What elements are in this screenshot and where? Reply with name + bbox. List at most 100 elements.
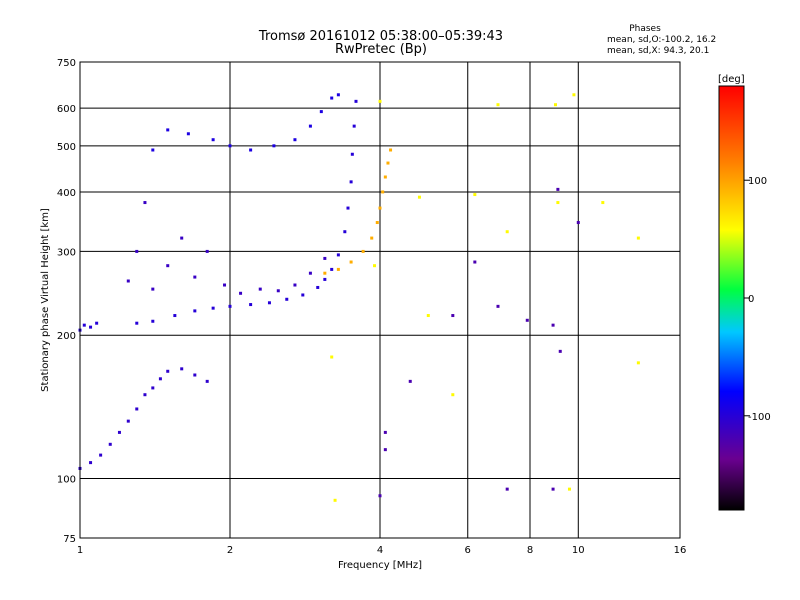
y-tick-label: 75: [63, 534, 76, 545]
colorbar-ticks: 100 0 -100: [744, 176, 771, 423]
data-point: [223, 283, 227, 287]
data-point: [556, 187, 560, 191]
data-point: [389, 148, 393, 152]
colorbar-tick-label: 100: [748, 176, 767, 187]
data-point: [249, 303, 253, 307]
y-tick-label: 200: [57, 331, 76, 342]
y-tick-label: 600: [57, 104, 76, 115]
data-point: [205, 379, 209, 383]
data-point: [350, 152, 354, 156]
x-tick-label: 4: [377, 545, 383, 556]
data-point: [228, 304, 232, 308]
data-point: [336, 93, 340, 97]
data-point: [293, 138, 297, 142]
data-point: [205, 249, 209, 253]
data-point: [505, 230, 509, 234]
data-point: [151, 148, 155, 152]
colorbar-tick-label: -100: [748, 412, 771, 423]
data-point: [525, 318, 529, 322]
data-point: [558, 349, 562, 353]
data-point: [249, 148, 253, 152]
grid-lines: [80, 62, 680, 538]
data-point: [158, 377, 162, 381]
data-point: [82, 323, 86, 327]
data-point: [180, 236, 184, 240]
data-point: [301, 293, 305, 297]
data-point: [375, 221, 379, 225]
data-point: [166, 128, 170, 132]
data-point: [373, 264, 377, 268]
data-point: [336, 267, 340, 271]
data-point: [378, 99, 382, 103]
data-point: [330, 267, 334, 271]
data-point: [361, 249, 365, 253]
y-tick-label: 300: [57, 247, 76, 258]
chart-subtitle: RwPretec (Bp): [335, 42, 427, 57]
y-axis-title: Stationary phase Virtual Height [km]: [40, 208, 51, 392]
x-tick-label: 6: [465, 545, 471, 556]
x-axis-ticks: 1 2 4 6 8 10 16: [77, 545, 687, 556]
data-point: [193, 309, 197, 313]
data-point: [316, 285, 320, 289]
data-point: [636, 236, 640, 240]
data-point: [417, 195, 421, 199]
data-point: [285, 297, 289, 301]
data-point: [601, 201, 605, 205]
data-point: [352, 124, 356, 128]
data-point: [473, 193, 477, 197]
x-tick-label: 8: [527, 545, 533, 556]
data-point: [408, 379, 412, 383]
data-point: [370, 236, 374, 240]
data-point: [95, 321, 99, 325]
data-point: [556, 201, 560, 205]
data-point: [323, 277, 327, 281]
data-point: [576, 221, 580, 225]
data-point: [180, 367, 184, 371]
data-point: [378, 206, 382, 210]
data-point: [267, 301, 271, 305]
data-point: [173, 314, 177, 318]
y-axis-ticks: 75 100 200 300 400 500 600 750: [57, 58, 76, 545]
data-point: [228, 144, 232, 148]
y-tick-label: 400: [57, 188, 76, 199]
data-point: [186, 132, 190, 136]
colorbar: [718, 85, 745, 511]
data-point: [451, 393, 455, 397]
x-tick-label: 16: [674, 545, 687, 556]
data-point: [151, 319, 155, 323]
data-point: [383, 175, 387, 179]
data-point: [386, 161, 390, 165]
data-point: [151, 386, 155, 390]
data-point: [336, 253, 340, 257]
data-point: [330, 96, 334, 100]
phase-stats-o: mean, sd,O:-100.2, 16.2: [607, 35, 716, 45]
data-point: [126, 279, 130, 283]
data-point: [126, 419, 130, 423]
data-point: [143, 393, 147, 397]
y-tick-label: 750: [57, 58, 76, 69]
chart-title: Tromsø 20161012 05:38:00–05:39:43: [258, 29, 503, 44]
data-point: [258, 287, 262, 291]
data-point: [323, 271, 327, 275]
data-point: [333, 498, 337, 502]
data-point: [143, 201, 147, 205]
data-point: [343, 230, 347, 234]
data-point: [135, 321, 139, 325]
data-point: [572, 93, 576, 97]
data-point: [451, 314, 455, 318]
data-point: [135, 407, 139, 411]
x-tick-label: 1: [77, 545, 83, 556]
data-point: [89, 461, 93, 465]
data-point: [293, 283, 297, 287]
data-point: [378, 494, 382, 498]
data-point: [193, 275, 197, 279]
data-point: [381, 190, 385, 194]
data-point: [551, 487, 555, 491]
phase-stats-heading: Phases: [629, 24, 661, 34]
data-points: [78, 93, 640, 502]
data-point: [135, 249, 139, 253]
data-point: [166, 369, 170, 373]
data-point: [211, 306, 215, 310]
phase-stats-x: mean, sd,X: 94.3, 20.1: [607, 46, 709, 56]
